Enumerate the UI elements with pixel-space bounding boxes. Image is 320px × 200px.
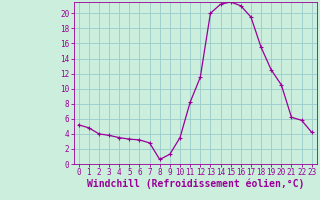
X-axis label: Windchill (Refroidissement éolien,°C): Windchill (Refroidissement éolien,°C) (86, 179, 304, 189)
